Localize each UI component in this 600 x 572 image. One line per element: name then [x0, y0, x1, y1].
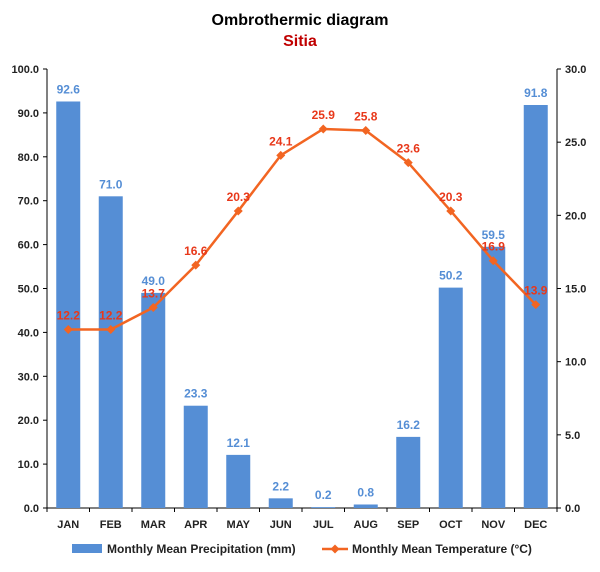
temperature-point	[531, 300, 541, 310]
x-category-label: FEB	[100, 519, 122, 531]
left-tick-label: 70.0	[18, 196, 39, 208]
x-category-label: MAY	[227, 519, 251, 531]
temperature-point	[318, 124, 328, 134]
x-category-label: APR	[184, 519, 207, 531]
left-tick-label: 40.0	[18, 327, 39, 339]
left-tick-label: 60.0	[18, 240, 39, 252]
precipitation-bar	[396, 436, 421, 508]
right-tick-label: 5.0	[565, 430, 580, 442]
temperature-point	[276, 150, 286, 160]
x-category-label: NOV	[481, 519, 506, 531]
precipitation-bar	[226, 454, 251, 508]
x-category-label: OCT	[439, 519, 463, 531]
left-tick-label: 80.0	[18, 152, 39, 164]
precipitation-bar	[481, 246, 506, 509]
precipitation-bar	[141, 292, 166, 508]
precipitation-bar	[56, 101, 81, 509]
temperature-value-label: 25.9	[312, 108, 336, 122]
right-tick-label: 15.0	[565, 284, 586, 296]
temperature-point	[63, 324, 73, 334]
x-category-label: JUL	[313, 519, 334, 531]
temperature-value-label: 24.1	[269, 134, 293, 148]
temperature-value-label: 12.2	[57, 308, 81, 322]
temperature-value-label: 20.3	[227, 190, 251, 204]
left-tick-label: 0.0	[24, 503, 39, 515]
temperature-point	[233, 206, 243, 216]
precipitation-bar	[353, 504, 378, 508]
temperature-point	[446, 206, 456, 216]
temperature-line	[68, 127, 537, 331]
precipitation-value-label: 91.8	[524, 86, 548, 100]
legend-temperature-marker	[330, 544, 340, 554]
legend-precipitation-label: Monthly Mean Precipitation (mm)	[107, 542, 296, 556]
temperature-value-label: 16.6	[184, 244, 208, 258]
temperature-point	[106, 324, 116, 334]
right-tick-label: 10.0	[565, 357, 586, 369]
temperature-value-label: 13.9	[524, 284, 548, 298]
temperature-value-label: 16.9	[482, 240, 506, 254]
temperature-point	[148, 303, 158, 313]
precipitation-value-label: 23.3	[184, 387, 208, 401]
precipitation-value-label: 59.5	[482, 228, 506, 242]
temperature-value-label: 12.2	[99, 308, 123, 322]
temperature-value-label: 13.7	[142, 287, 166, 301]
precipitation-bar	[438, 287, 463, 508]
precipitation-value-label: 12.1	[227, 436, 251, 450]
precipitation-bar	[98, 196, 123, 508]
temperature-point	[191, 260, 201, 270]
temperature-point	[361, 125, 371, 135]
precipitation-value-label: 0.8	[357, 485, 374, 499]
temperature-point	[488, 256, 498, 266]
temperature-point	[403, 158, 413, 168]
right-tick-label: 0.0	[565, 503, 580, 515]
precipitation-value-label: 50.2	[439, 269, 463, 283]
left-tick-label: 10.0	[18, 459, 39, 471]
legend-precipitation-swatch	[72, 544, 102, 553]
precipitation-bar	[311, 507, 336, 508]
x-category-label: JUN	[270, 519, 292, 531]
right-tick-label: 20.0	[565, 210, 586, 222]
x-category-label: MAR	[141, 519, 166, 531]
right-tick-label: 30.0	[565, 64, 586, 76]
chart-title: Ombrothermic diagram	[211, 12, 389, 29]
precipitation-value-label: 0.2	[315, 488, 332, 502]
precipitation-value-label: 16.2	[397, 418, 421, 432]
precipitation-value-label: 49.0	[142, 274, 166, 288]
right-tick-label: 25.0	[565, 137, 586, 149]
chart-subtitle: Sitia	[283, 33, 317, 50]
left-tick-label: 90.0	[18, 108, 39, 120]
temperature-value-label: 20.3	[439, 190, 463, 204]
precipitation-value-label: 92.6	[57, 82, 81, 96]
left-tick-label: 20.0	[18, 415, 39, 427]
left-tick-label: 50.0	[18, 284, 39, 296]
x-category-label: DEC	[524, 519, 547, 531]
left-tick-label: 100.0	[11, 64, 39, 76]
x-category-label: AUG	[354, 519, 378, 531]
temperature-value-label: 25.8	[354, 109, 378, 123]
precipitation-value-label: 71.0	[99, 177, 123, 191]
temperature-value-label: 23.6	[397, 142, 421, 156]
left-tick-label: 30.0	[18, 371, 39, 383]
precipitation-bar	[268, 498, 293, 508]
x-category-label: JAN	[57, 519, 79, 531]
x-category-label: SEP	[397, 519, 419, 531]
precipitation-bar	[183, 405, 208, 508]
precipitation-value-label: 2.2	[272, 479, 289, 493]
legend-temperature-label: Monthly Mean Temperature (°C)	[352, 542, 532, 556]
